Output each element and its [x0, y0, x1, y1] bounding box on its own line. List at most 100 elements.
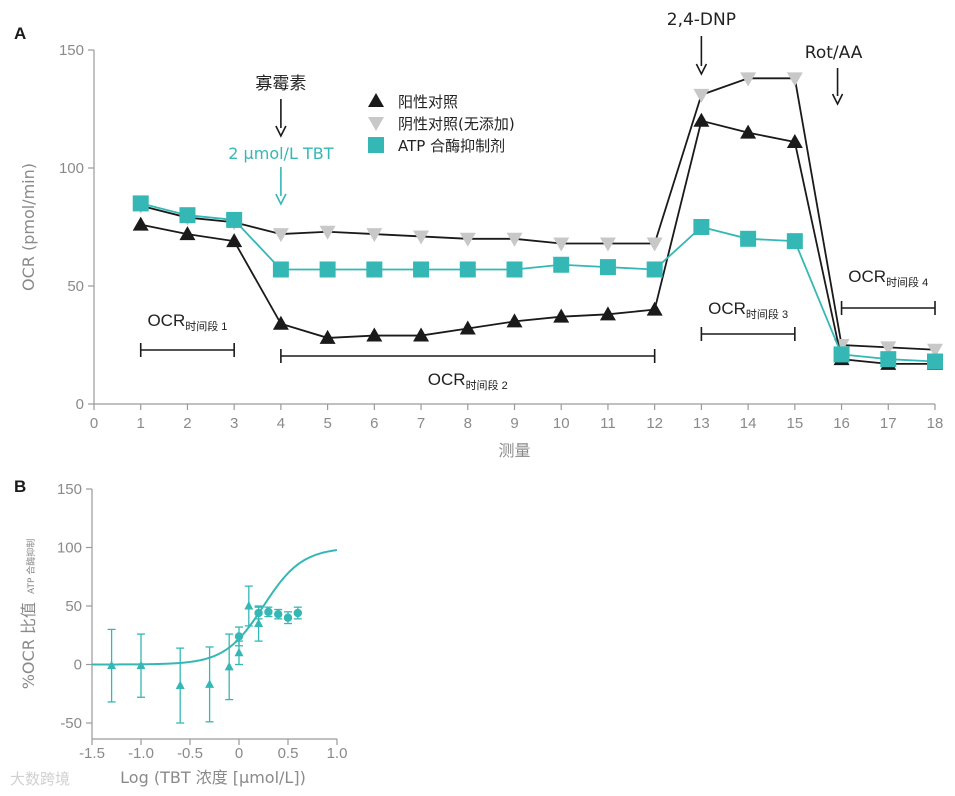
triangle-marker [254, 618, 264, 628]
data-point [132, 216, 149, 231]
data-point [459, 232, 476, 247]
circle-marker [264, 607, 273, 617]
panel-a-x-tick-label: 2 [183, 415, 191, 432]
panel-b-x-tick-label: -1.5 [79, 745, 105, 762]
arrow-head [695, 63, 708, 76]
arrow-head [831, 93, 844, 106]
circle-marker [274, 609, 283, 619]
data-point [506, 313, 523, 328]
data-point [366, 261, 383, 278]
arrow-head [275, 193, 287, 206]
series-2 [132, 195, 943, 370]
panel-b-x-tick-label: 0 [235, 745, 243, 762]
panel-a-x-tick-label: 10 [553, 415, 570, 432]
period-2: OCR时间段 2 [280, 349, 656, 392]
data-point [599, 306, 616, 321]
panel-b-x-axis-title: Log (TBT 浓度 [μmol/L]) [120, 768, 306, 787]
legend-marker [368, 137, 384, 153]
data-point [553, 256, 570, 273]
period-3: OCR时间段 3 [700, 299, 796, 341]
legend-item-1: 阴性对照(无添加) [368, 115, 515, 133]
panel-a-y-tick-label: 0 [76, 396, 84, 413]
period-label-main: OCR [848, 267, 886, 286]
panel-a-x-tick-label: 8 [464, 415, 472, 432]
panel-a-x-tick-label: 14 [740, 415, 757, 432]
arrow-tbt [275, 167, 287, 206]
panel-a-x-tick-label: 16 [833, 415, 850, 432]
data-point [786, 134, 803, 149]
data-point [927, 353, 943, 370]
panel-a-x-tick-label: 6 [370, 415, 378, 432]
data-point [413, 261, 430, 278]
legend-label: 阳性对照 [398, 93, 458, 111]
data-point [413, 327, 430, 342]
panel-b-y-tick-label: 0 [74, 657, 82, 674]
data-point [132, 195, 149, 212]
triangle-marker [136, 660, 146, 670]
data-point [880, 351, 897, 368]
period-label: OCR时间段 2 [428, 370, 508, 392]
data-point [319, 329, 336, 344]
period-label-main: OCR [147, 311, 185, 330]
data-point [553, 237, 570, 252]
panel-b-axes: -50 0 50 100 150 -1.5 -1.0 -0.5 0 0.5 1.0 [57, 481, 347, 762]
panel-b-label: B [14, 477, 26, 496]
triangle-marker [234, 647, 244, 657]
panel-a-x-tick-label: 1 [137, 415, 145, 432]
panel-b-y-axis-title: %OCR 比值 ATP 合酶抑制 [19, 539, 38, 690]
data-point [646, 261, 663, 278]
triangle-marker [107, 660, 117, 670]
panel-b-y-tick-label: 100 [57, 540, 82, 557]
panel-b-x-tick-label: -0.5 [177, 745, 203, 762]
data-point [319, 261, 336, 278]
period-4: OCR时间段 4 [840, 267, 936, 315]
data-point [693, 88, 710, 103]
panel-b-x-tick-label: -1.0 [128, 745, 154, 762]
triangle-point [175, 647, 185, 724]
period-1: OCR时间段 1 [139, 311, 235, 357]
annotation-rotaa: Rot/AA [805, 43, 863, 63]
circle-point [274, 608, 283, 620]
circle-point [254, 606, 263, 620]
circle-point [293, 606, 302, 620]
panel-a-x-tick-label: 3 [230, 415, 238, 432]
triangle-marker [244, 601, 254, 610]
series-line [140, 77, 936, 351]
panel-b-y-tick-label: 50 [65, 598, 82, 615]
period-label-main: OCR [708, 299, 746, 318]
series-line [140, 119, 935, 365]
panel-a-y-tick-label: 150 [59, 42, 84, 59]
data-point [927, 343, 943, 358]
panel-b-x-tick-label: 1.0 [327, 745, 348, 762]
panel-a-y-tick-label: 50 [67, 278, 84, 295]
fit-curve [92, 549, 338, 666]
triangle-marker [205, 679, 215, 688]
panel-a-y-axis-title: OCR (pmol/min) [19, 163, 38, 291]
triangle-point [107, 628, 117, 703]
data-point [693, 112, 710, 127]
data-point [506, 232, 523, 247]
panel-a-annotations: 寡霉素 2 μmol/L TBT 2,4-DNP Rot/AA [228, 10, 863, 206]
panel-a-x-tick-label: 12 [646, 415, 663, 432]
circle-marker [234, 632, 244, 641]
data-point [179, 207, 196, 224]
data-point [506, 261, 523, 278]
data-point [413, 230, 430, 245]
data-point [366, 228, 383, 243]
data-point [740, 230, 757, 247]
data-point [693, 219, 710, 235]
data-point [599, 237, 616, 252]
legend-label: ATP 合酶抑制剂 [398, 137, 505, 155]
triangle-point [205, 646, 215, 723]
circle-point [283, 611, 293, 625]
period-label-main: OCR [428, 370, 466, 389]
data-point [833, 346, 850, 363]
panel-a-x-tick-label: 4 [277, 415, 285, 432]
panel-a-x-tick-label: 9 [510, 415, 518, 432]
panel-a-label: A [14, 24, 26, 43]
period-label-sub: 时间段 2 [466, 378, 508, 392]
data-point [646, 301, 663, 316]
panel-a-x-tick-label: 7 [417, 415, 425, 432]
